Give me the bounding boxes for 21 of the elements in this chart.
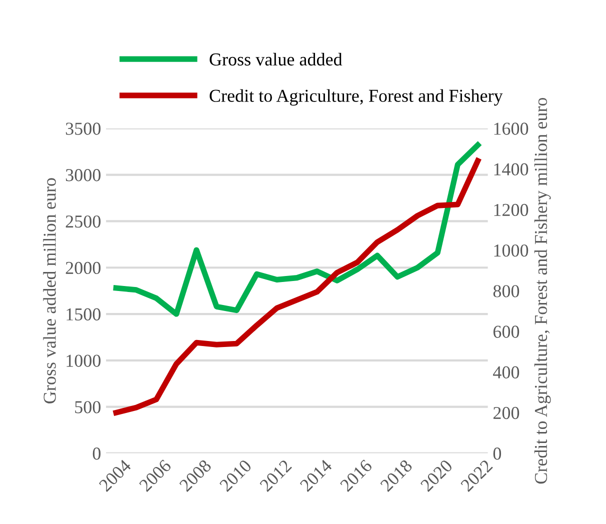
legend-label: Credit to Agriculture, Forest and Fishery [210,89,503,106]
y2-tick-label: 400 [493,366,520,378]
y2-tick-label: 200 [493,406,520,420]
y-axis-title: Gross value added million euro [43,178,56,404]
y-tick-label: 500 [75,401,100,414]
y2-tick-label: 800 [493,285,520,298]
y-tick-label: 2500 [66,215,100,228]
y-tick-label: 0 [92,448,100,460]
y-tick-label: 2000 [66,262,100,274]
y2-tick-label: 1400 [494,163,528,176]
y2-tick-label: 1600 [494,122,528,135]
y-tick-label: 1000 [66,354,100,367]
legend-label: Gross value added [210,52,342,66]
y2-tick-label: 1200 [494,204,528,216]
y-tick-label: 1500 [66,308,100,320]
y2-axis-title: Credit to Agriculture, Forest and Fishery million euro [534,98,551,484]
y-tick-label: 3000 [66,169,100,182]
y2-tick-label: 1000 [494,244,528,257]
y-tick-label: 3500 [66,122,100,135]
y2-tick-label: 600 [493,326,520,338]
y2-tick-label: 0 [493,448,502,460]
